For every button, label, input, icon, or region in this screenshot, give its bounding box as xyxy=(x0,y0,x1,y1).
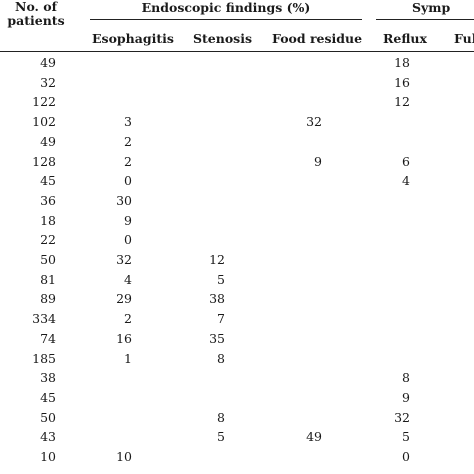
reflux-cell: 0 xyxy=(402,449,410,464)
patients-cell: 38 xyxy=(40,370,56,386)
table-row: 50 8 32 xyxy=(0,409,474,427)
table-row: 18 9 xyxy=(0,212,474,230)
food-residue-cell: 9 xyxy=(314,153,322,169)
esophagitis-cell: 2 xyxy=(124,311,132,327)
esophagitis-cell: 16 xyxy=(116,330,132,346)
table-row: 81 4 5 xyxy=(0,271,474,289)
reflux-cell: 6 xyxy=(402,153,410,169)
food-residue-header: Food residue xyxy=(272,31,363,46)
reflux-cell: 32 xyxy=(394,409,410,425)
esophagitis-cell: 10 xyxy=(116,449,132,464)
patients-cell: 45 xyxy=(40,173,56,189)
stenosis-cell: 7 xyxy=(217,311,225,327)
reflux-cell: 5 xyxy=(402,429,410,445)
header-bottom-rule xyxy=(0,51,474,52)
patients-cell: 89 xyxy=(40,291,56,307)
esophagitis-cell: 29 xyxy=(116,291,132,307)
table-row: 122 12 xyxy=(0,93,474,111)
table-row: 32 16 xyxy=(0,74,474,92)
patients-cell: 334 xyxy=(32,311,56,327)
esophagitis-cell: 2 xyxy=(124,153,132,169)
stenosis-cell: 5 xyxy=(217,271,225,287)
fullness-header: Ful xyxy=(454,31,474,46)
patients-cell: 18 xyxy=(40,212,56,228)
stenosis-header: Stenosis xyxy=(193,31,253,46)
table-row: 185 1 8 xyxy=(0,350,474,368)
stenosis-cell: 8 xyxy=(217,350,225,366)
esophagitis-header: Esophagitis xyxy=(92,31,174,46)
table-row: 89 29 38 xyxy=(0,290,474,308)
food-residue-cell: 49 xyxy=(306,429,322,445)
patients-header-line1: No. of xyxy=(15,0,57,14)
table-row: 74 16 35 xyxy=(0,330,474,348)
endoscopic-group-rule xyxy=(90,19,362,20)
esophagitis-cell: 30 xyxy=(116,192,132,208)
patients-cell: 122 xyxy=(32,94,56,110)
reflux-header: Reflux xyxy=(383,31,427,46)
reflux-cell: 4 xyxy=(402,173,410,189)
esophagitis-cell: 2 xyxy=(124,133,132,149)
stenosis-cell: 5 xyxy=(217,429,225,445)
patients-cell: 45 xyxy=(40,389,56,405)
reflux-cell: 8 xyxy=(402,370,410,386)
patients-cell: 36 xyxy=(40,192,56,208)
esophagitis-cell: 3 xyxy=(124,114,132,130)
table-row: 36 30 xyxy=(0,192,474,210)
patients-cell: 32 xyxy=(40,74,56,90)
patients-cell: 102 xyxy=(32,114,56,130)
patients-header: No. of patients xyxy=(0,0,72,28)
table-row: 45 9 xyxy=(0,389,474,407)
reflux-cell: 12 xyxy=(394,94,410,110)
patients-cell: 185 xyxy=(32,350,56,366)
table-row: 334 2 7 xyxy=(0,310,474,328)
table-row: 22 0 xyxy=(0,231,474,249)
table-row: 10 10 0 xyxy=(0,448,474,466)
symptoms-group-rule xyxy=(376,19,474,20)
patients-cell: 50 xyxy=(40,409,56,425)
stenosis-cell: 35 xyxy=(209,330,225,346)
table-row: 49 2 xyxy=(0,133,474,151)
esophagitis-cell: 32 xyxy=(116,252,132,267)
patients-cell: 50 xyxy=(40,252,56,267)
esophagitis-cell: 1 xyxy=(124,350,132,366)
endoscopic-findings-header: Endoscopic findings (%) xyxy=(141,0,311,15)
patients-cell: 49 xyxy=(40,133,56,149)
patients-cell: 22 xyxy=(40,232,56,248)
reflux-cell: 9 xyxy=(402,389,410,405)
esophagitis-cell: 9 xyxy=(124,212,132,228)
table-row: 38 8 xyxy=(0,369,474,387)
table-row: 102 3 32 xyxy=(0,113,474,131)
esophagitis-cell: 0 xyxy=(124,232,132,248)
patients-header-line2: patients xyxy=(7,13,65,28)
patients-cell: 10 xyxy=(40,449,56,464)
patients-cell: 49 xyxy=(40,55,56,70)
esophagitis-cell: 4 xyxy=(124,271,132,287)
food-residue-cell: 32 xyxy=(306,114,322,130)
patients-cell: 81 xyxy=(40,271,56,287)
stenosis-cell: 8 xyxy=(217,409,225,425)
table-row: 50 32 12 xyxy=(0,251,474,269)
symptoms-header: Symp xyxy=(412,0,451,15)
patients-cell: 74 xyxy=(40,330,56,346)
table-row: 49 18 xyxy=(0,54,474,72)
table-row: 45 0 4 xyxy=(0,172,474,190)
table-row: 128 2 9 6 xyxy=(0,153,474,171)
patients-cell: 128 xyxy=(32,153,56,169)
reflux-cell: 18 xyxy=(394,55,410,70)
esophagitis-cell: 0 xyxy=(124,173,132,189)
stenosis-cell: 38 xyxy=(209,291,225,307)
stenosis-cell: 12 xyxy=(209,252,225,267)
patients-cell: 43 xyxy=(40,429,56,445)
reflux-cell: 16 xyxy=(394,74,410,90)
table-row: 43 5 49 5 xyxy=(0,428,474,446)
